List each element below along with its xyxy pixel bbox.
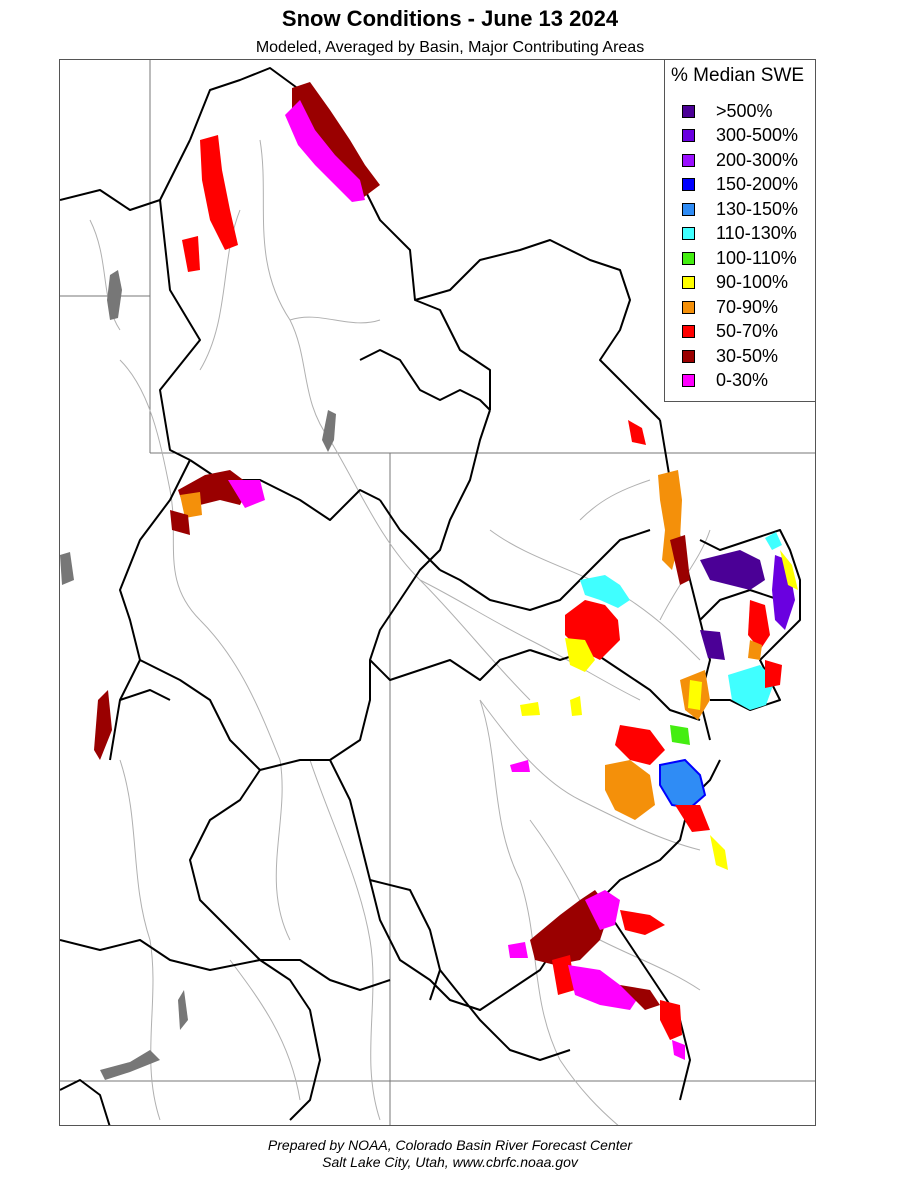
legend-swatch — [682, 349, 695, 363]
legend-label: 0-30% — [716, 370, 769, 391]
legend-label: 50-70% — [716, 321, 779, 342]
legend-item: >500% — [682, 99, 798, 124]
lakes — [60, 270, 336, 1080]
legend: % Median SWE >500% 300-500% 200-300% 150-20… — [664, 59, 816, 402]
legend-swatch — [682, 202, 695, 216]
basin-boundaries — [60, 67, 801, 1125]
legend-item: 0-30% — [682, 369, 798, 394]
legend-swatch — [682, 153, 695, 167]
map-title: Snow Conditions - June 13 2024 — [281, 6, 619, 31]
legend-label: 200-300% — [716, 149, 799, 170]
legend-item: 70-90% — [682, 295, 798, 320]
legend-swatch — [682, 227, 695, 241]
map-subtitle: Modeled, Averaged by Basin, Major Contri… — [255, 39, 645, 56]
legend-swatch — [682, 300, 695, 314]
legend-label: >500% — [716, 100, 773, 121]
legend-item: 100-110% — [682, 246, 798, 271]
legend-title: % Median SWE — [671, 65, 805, 86]
legend-list: >500% 300-500% 200-300% 150-200% 130-150% 110… — [682, 99, 798, 393]
legend-item: 300-500% — [682, 124, 798, 149]
legend-item: 30-50% — [682, 344, 798, 369]
legend-swatch — [682, 251, 695, 265]
snow-patches — [94, 82, 798, 1060]
legend-swatch — [682, 178, 695, 192]
legend-item: 90-100% — [682, 271, 798, 296]
legend-item: 130-150% — [682, 197, 798, 222]
legend-swatch — [682, 129, 695, 143]
map-canvas — [60, 60, 815, 1125]
legend-label: 150-200% — [716, 174, 799, 195]
state-borders — [60, 60, 815, 1125]
legend-label: 70-90% — [716, 296, 779, 317]
legend-swatch — [682, 276, 695, 290]
legend-item: 200-300% — [682, 148, 798, 173]
legend-label: 90-100% — [716, 272, 789, 293]
credit-line-2: Salt Lake City, Utah, www.cbrfc.noaa.gov — [322, 1154, 578, 1170]
legend-item: 150-200% — [682, 173, 798, 198]
rivers — [89, 139, 711, 1125]
legend-item: 110-130% — [682, 222, 798, 247]
legend-swatch — [682, 374, 695, 388]
legend-label: 100-110% — [716, 247, 797, 268]
credit-line-1: Prepared by NOAA, Colorado Basin River F… — [267, 1137, 633, 1153]
legend-item: 50-70% — [682, 320, 798, 345]
legend-swatch — [682, 325, 695, 339]
legend-label: 300-500% — [716, 125, 799, 146]
legend-label: 130-150% — [716, 198, 799, 219]
legend-label: 110-130% — [716, 223, 797, 244]
legend-label: 30-50% — [716, 345, 779, 366]
legend-swatch — [682, 104, 695, 118]
